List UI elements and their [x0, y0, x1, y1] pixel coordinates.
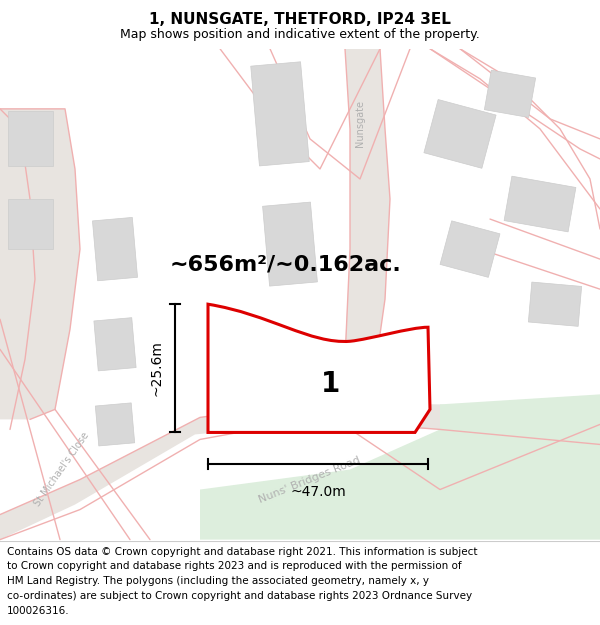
Bar	[263, 202, 317, 286]
Text: Contains OS data © Crown copyright and database right 2021. This information is : Contains OS data © Crown copyright and d…	[7, 546, 478, 556]
Polygon shape	[345, 49, 390, 379]
Text: 1, NUNSGATE, THETFORD, IP24 3EL: 1, NUNSGATE, THETFORD, IP24 3EL	[149, 12, 451, 27]
Polygon shape	[200, 394, 600, 539]
Text: ~25.6m: ~25.6m	[150, 341, 164, 396]
Bar	[440, 221, 500, 278]
Text: 1: 1	[320, 371, 340, 398]
Bar	[95, 403, 134, 446]
Text: co-ordinates) are subject to Crown copyright and database rights 2023 Ordnance S: co-ordinates) are subject to Crown copyr…	[7, 591, 472, 601]
Bar	[7, 111, 53, 166]
Text: to Crown copyright and database rights 2023 and is reproduced with the permissio: to Crown copyright and database rights 2…	[7, 561, 462, 571]
Bar	[92, 217, 137, 281]
Bar	[251, 62, 309, 166]
Polygon shape	[0, 109, 80, 419]
Bar	[94, 318, 136, 371]
Text: Map shows position and indicative extent of the property.: Map shows position and indicative extent…	[120, 28, 480, 41]
Bar	[504, 176, 576, 232]
PathPatch shape	[208, 304, 430, 432]
Text: Nuns' Bridges Road: Nuns' Bridges Road	[258, 454, 362, 504]
Bar	[424, 99, 496, 168]
Bar	[529, 282, 581, 326]
Polygon shape	[0, 402, 600, 539]
Text: ~656m²/~0.162ac.: ~656m²/~0.162ac.	[169, 254, 401, 274]
Text: ~47.0m: ~47.0m	[290, 484, 346, 499]
Bar	[484, 70, 536, 118]
Text: HM Land Registry. The polygons (including the associated geometry, namely x, y: HM Land Registry. The polygons (includin…	[7, 576, 429, 586]
Text: 100026316.: 100026316.	[7, 606, 70, 616]
Text: St Michael's Close: St Michael's Close	[32, 431, 91, 508]
Text: Nunsgate: Nunsgate	[355, 101, 365, 148]
Bar	[7, 199, 53, 249]
